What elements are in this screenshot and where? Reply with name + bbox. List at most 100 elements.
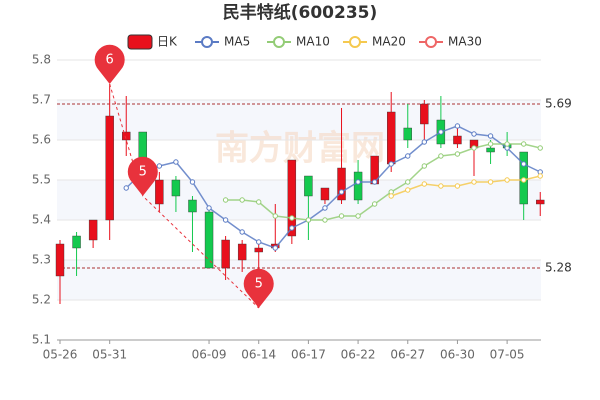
ma-point <box>338 213 345 219</box>
ma-point <box>338 189 345 195</box>
candle-body <box>237 243 247 261</box>
ma-point <box>471 131 477 137</box>
x-tick-label: 05-31 <box>92 348 127 362</box>
reference-label: 5.28 <box>545 261 572 275</box>
candle-body <box>387 111 396 165</box>
legend-label: MA20 <box>372 35 406 49</box>
x-tick-label: 06-09 <box>192 348 227 362</box>
ma-point <box>371 179 378 185</box>
candle-body <box>155 179 164 205</box>
reference-label: 5.69 <box>545 97 572 111</box>
pin <box>94 44 125 84</box>
ma-point <box>454 183 461 189</box>
ma-point <box>471 145 477 151</box>
legend-dot <box>425 36 437 48</box>
candle-body <box>72 235 81 249</box>
ma-point <box>239 197 245 203</box>
ma-point <box>272 245 278 251</box>
candle-body <box>188 199 197 213</box>
legend-dot <box>201 36 213 48</box>
y-tick-label: 5.4 <box>32 213 51 227</box>
ma-point <box>421 163 428 169</box>
chart-title: 民丰特纸(600235) <box>223 2 378 23</box>
ma-point <box>405 179 411 185</box>
candle-body <box>55 243 65 277</box>
y-tick-label: 5.1 <box>32 333 51 347</box>
band <box>57 100 541 140</box>
ma-line <box>225 143 541 221</box>
legend-label: MA30 <box>448 35 482 49</box>
x-tick-label: 06-14 <box>241 348 276 362</box>
candle-body <box>122 131 131 141</box>
ma-point <box>537 145 543 151</box>
legend-dot <box>273 36 285 48</box>
ma-point <box>222 217 229 223</box>
ma-line <box>390 175 541 197</box>
ma-point <box>371 201 378 207</box>
candle-body <box>304 175 313 197</box>
x-tick-label: 06-30 <box>440 348 475 362</box>
ma-point <box>405 187 411 193</box>
y-tick-label: 5.2 <box>32 293 51 307</box>
ma-point <box>487 133 494 139</box>
x-tick-label: 06-17 <box>291 348 326 362</box>
ma-point <box>471 179 477 185</box>
candle-body <box>221 239 230 269</box>
candle-body <box>453 135 462 145</box>
y-tick-label: 5.7 <box>32 93 51 107</box>
legend-candle <box>127 34 153 50</box>
candle-body <box>403 127 412 141</box>
pin-label: 5 <box>139 165 147 180</box>
ma-point <box>305 217 312 223</box>
candle-body <box>320 187 330 201</box>
y-tick-label: 5.3 <box>32 253 51 267</box>
y-tick-label: 5.6 <box>32 133 51 147</box>
candle-body <box>536 199 545 205</box>
ma-point <box>438 183 444 189</box>
candle-body <box>287 159 297 237</box>
ma-point <box>487 141 494 147</box>
candle-body <box>204 211 214 269</box>
ma-point <box>289 215 295 221</box>
ma-point <box>520 177 527 183</box>
ma-point <box>454 123 461 129</box>
x-tick-label: 06-22 <box>341 348 376 362</box>
ma-point <box>322 205 328 211</box>
ma-point <box>421 139 428 145</box>
legend-label: 日K <box>157 35 178 49</box>
ma-point <box>405 153 411 159</box>
candle-body <box>171 179 181 197</box>
ma-point <box>504 141 510 147</box>
ma-point <box>173 159 179 165</box>
candle-body <box>486 147 495 153</box>
ma-point <box>537 173 543 179</box>
band <box>57 260 541 300</box>
pin <box>243 268 274 308</box>
legend-label: MA5 <box>224 35 250 49</box>
pin-label: 5 <box>255 277 263 292</box>
ma-point <box>438 153 444 159</box>
y-tick-label: 5.8 <box>32 53 51 67</box>
legend-dot <box>349 36 361 48</box>
ma-point <box>189 179 196 185</box>
candle-body <box>353 171 363 201</box>
ma-point <box>421 181 428 187</box>
ma-point <box>355 213 361 219</box>
ma-point <box>206 205 212 211</box>
x-tick-label: 06-27 <box>390 348 425 362</box>
ma-point <box>322 217 328 223</box>
candle-body <box>254 247 263 253</box>
ma-point <box>256 239 262 245</box>
candle-body <box>337 167 346 201</box>
ma-point <box>355 179 361 185</box>
ma-point <box>520 161 527 167</box>
ma-point <box>222 197 229 203</box>
ma-point <box>520 141 527 147</box>
candle-body <box>105 115 114 221</box>
ma-point <box>454 151 461 157</box>
ma-point <box>272 213 278 219</box>
ma-point <box>388 161 394 167</box>
ma-point <box>438 129 444 135</box>
candle-body <box>88 219 98 241</box>
